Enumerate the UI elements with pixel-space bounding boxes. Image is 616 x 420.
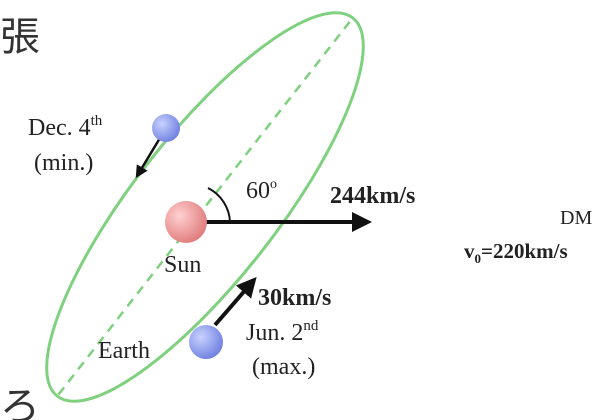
angle-arc: [208, 188, 230, 222]
dec-velocity-arrow: [137, 138, 160, 176]
jun-velocity-arrow: [215, 280, 254, 325]
sun-speed: 244km/s: [330, 183, 415, 209]
earth-speed: 30km/s: [258, 285, 331, 311]
angle-label: 60o: [246, 177, 277, 204]
angle-text: 60: [246, 178, 270, 204]
sun: [165, 201, 207, 243]
jun-label: Jun. 2nd: [246, 318, 319, 346]
jun-note: (max.): [252, 354, 315, 380]
dec-text: Dec. 4: [28, 115, 91, 141]
v0-rest: =220km/s: [481, 239, 568, 263]
jun-text: Jun. 2: [246, 320, 303, 346]
corner-char: ろ: [0, 384, 40, 420]
angle-sup: o: [270, 177, 277, 192]
sun-label: Sun: [164, 252, 201, 278]
earth-label: Earth: [98, 338, 150, 364]
diagram: 張 ろ Dec. 4th (min.) 60o 244km/s Sun 30km…: [0, 0, 616, 420]
dm-label: DM: [560, 207, 592, 229]
dec-note: (min.): [34, 150, 93, 176]
v0-text: v: [464, 239, 475, 263]
v0-label: v0=220km/s: [464, 239, 568, 266]
earth-dec: [152, 114, 180, 142]
earth-jun: [189, 325, 223, 359]
dec-sup: th: [91, 113, 103, 129]
dec-label: Dec. 4th: [28, 113, 103, 141]
corner-char: 張: [0, 14, 40, 60]
jun-sup: nd: [303, 318, 319, 334]
